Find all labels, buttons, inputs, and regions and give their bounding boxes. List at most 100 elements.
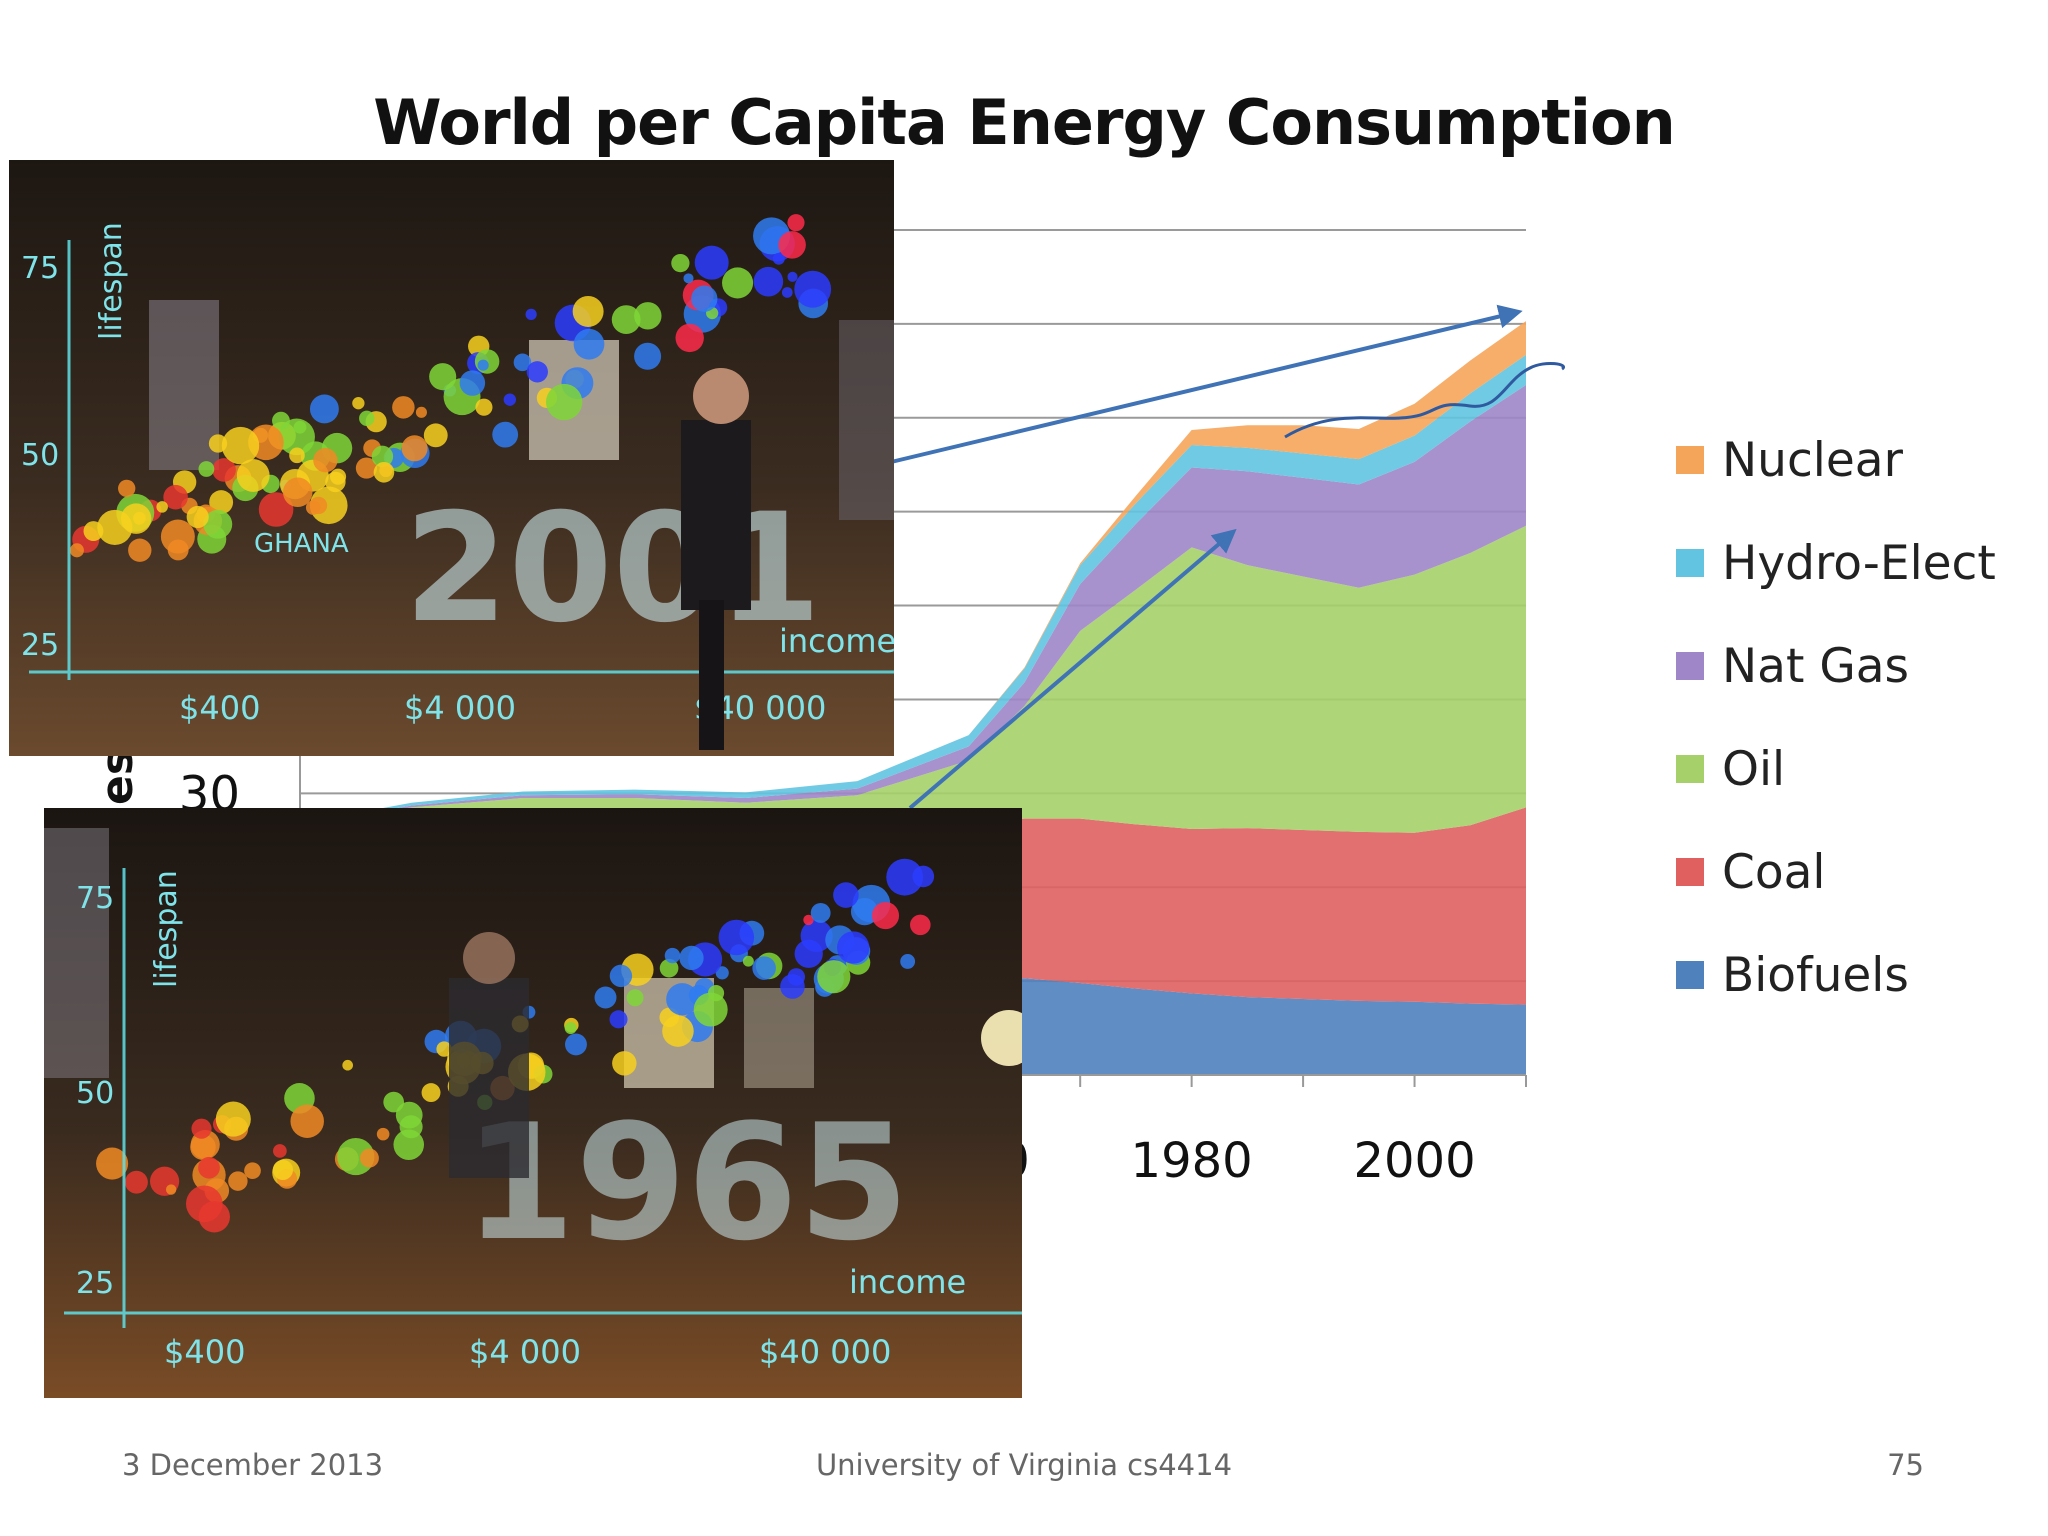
- bubble: [683, 273, 694, 284]
- bubble: [659, 958, 679, 978]
- photo-2001-graphic: $400 $4 000 $40 000 income 75 50 25 life…: [9, 160, 894, 756]
- bubble: [545, 383, 583, 421]
- bubble: [163, 484, 188, 510]
- bubble: [503, 393, 516, 406]
- bubble: [401, 435, 428, 462]
- bubble: [160, 519, 195, 554]
- bubble: [165, 1184, 177, 1195]
- footer-course: University of Virginia cs4414: [815, 1448, 1233, 1482]
- bubble: [352, 397, 365, 410]
- legend-item-nuclear: Nuclear: [1676, 430, 1903, 490]
- bubble: [459, 370, 486, 396]
- area-series-oil: [300, 525, 1526, 833]
- bubble: [293, 420, 307, 434]
- bubble: [133, 511, 146, 525]
- bubble: [565, 1033, 587, 1056]
- bubble: [156, 501, 168, 513]
- legend-item-biofuels: Biofuels: [1676, 945, 1909, 1005]
- bubble: [376, 1127, 390, 1141]
- photo-2001-ytick-25: 25: [21, 628, 59, 663]
- bubble: [573, 328, 605, 360]
- bubble: [118, 479, 136, 498]
- bubble: [722, 267, 754, 299]
- area-series-nat-gas: [300, 384, 1526, 827]
- bubble: [526, 361, 548, 383]
- bubble: [236, 459, 270, 492]
- bubble: [626, 989, 644, 1007]
- photo-2001-xtick-1: $400: [179, 689, 260, 727]
- bubble: [186, 505, 209, 529]
- bubble: [273, 1144, 287, 1158]
- bubble: [359, 1148, 379, 1168]
- legend-item-nat-gas: Nat Gas: [1676, 636, 1909, 696]
- bubble: [69, 543, 84, 558]
- bubble: [675, 323, 704, 353]
- bubble: [492, 421, 519, 448]
- slide-title: World per Capita Energy Consumption: [373, 86, 1676, 159]
- bubble: [609, 964, 633, 988]
- bubble: [817, 960, 851, 994]
- bubble: [772, 252, 785, 265]
- x-tick-label: 1980: [1131, 1133, 1253, 1189]
- photo-1965-xtick-1: $400: [164, 1333, 245, 1371]
- bubble: [691, 285, 718, 312]
- bubble: [752, 956, 776, 980]
- legend-item-oil: Oil: [1676, 739, 1785, 799]
- gapminder-photo-2001: $400 $4 000 $40 000 income 75 50 25 life…: [9, 160, 894, 756]
- bubble: [415, 406, 427, 418]
- bubble: [794, 939, 823, 968]
- photo-1965-ytick-75: 75: [76, 881, 114, 916]
- bubble: [612, 1051, 637, 1076]
- photo-2001-xtick-2: $4 000: [404, 689, 516, 727]
- bubble: [128, 538, 152, 562]
- legend-swatch: [1676, 446, 1704, 474]
- bubble: [191, 1118, 212, 1139]
- bubble: [634, 302, 662, 330]
- bubble: [742, 955, 754, 967]
- legend-swatch: [1676, 549, 1704, 577]
- bubble: [203, 509, 233, 539]
- bubble: [212, 458, 236, 482]
- x-tick-label: 2000: [1353, 1133, 1475, 1189]
- bubble: [715, 966, 729, 980]
- bubble: [373, 461, 395, 483]
- legend-swatch: [1676, 755, 1704, 783]
- photo-1965-ytick-25: 25: [76, 1266, 114, 1301]
- footer-date: 3 December 2013: [122, 1448, 384, 1482]
- bubble: [282, 477, 313, 508]
- bubble: [96, 1147, 129, 1180]
- legend-label: Biofuels: [1722, 947, 1909, 1003]
- legend-label: Hydro-Elect: [1722, 535, 1996, 591]
- bubble: [359, 410, 375, 427]
- photo-2001-xlabel: income: [779, 622, 894, 660]
- bubble: [355, 457, 378, 479]
- bubble: [228, 1171, 248, 1191]
- bubble: [900, 954, 916, 969]
- bubble: [634, 342, 662, 370]
- legend-label: Oil: [1722, 741, 1786, 797]
- gapminder-photo-1965: $400 $4 000 $40 000 income 75 50 25 life…: [44, 808, 1022, 1398]
- photo-1965-xtick-3: $40 000: [759, 1333, 891, 1371]
- bubble: [810, 902, 831, 923]
- bubble: [290, 1104, 324, 1138]
- bubble: [833, 882, 859, 908]
- bubble: [886, 858, 924, 896]
- hand-drawn-curve: [1284, 361, 1566, 439]
- legend-label: Coal: [1722, 844, 1826, 900]
- bubble: [662, 1015, 694, 1047]
- bubble: [594, 986, 617, 1009]
- bubble: [215, 1101, 251, 1137]
- legend-item-hydro-elect: Hydro-Elect: [1676, 533, 1996, 593]
- bubble: [423, 423, 448, 448]
- bubble: [393, 1129, 425, 1161]
- bubble: [421, 1083, 441, 1103]
- bubble: [305, 500, 321, 515]
- legend-swatch: [1676, 858, 1704, 886]
- bubble: [475, 398, 493, 416]
- photo-2001-ytick-50: 50: [21, 438, 59, 473]
- bubble: [289, 447, 305, 464]
- presenter-figure-1965: [449, 932, 529, 1178]
- bubble: [753, 266, 784, 297]
- bubble: [611, 305, 641, 335]
- photo-1965-ytick-50: 50: [76, 1076, 114, 1111]
